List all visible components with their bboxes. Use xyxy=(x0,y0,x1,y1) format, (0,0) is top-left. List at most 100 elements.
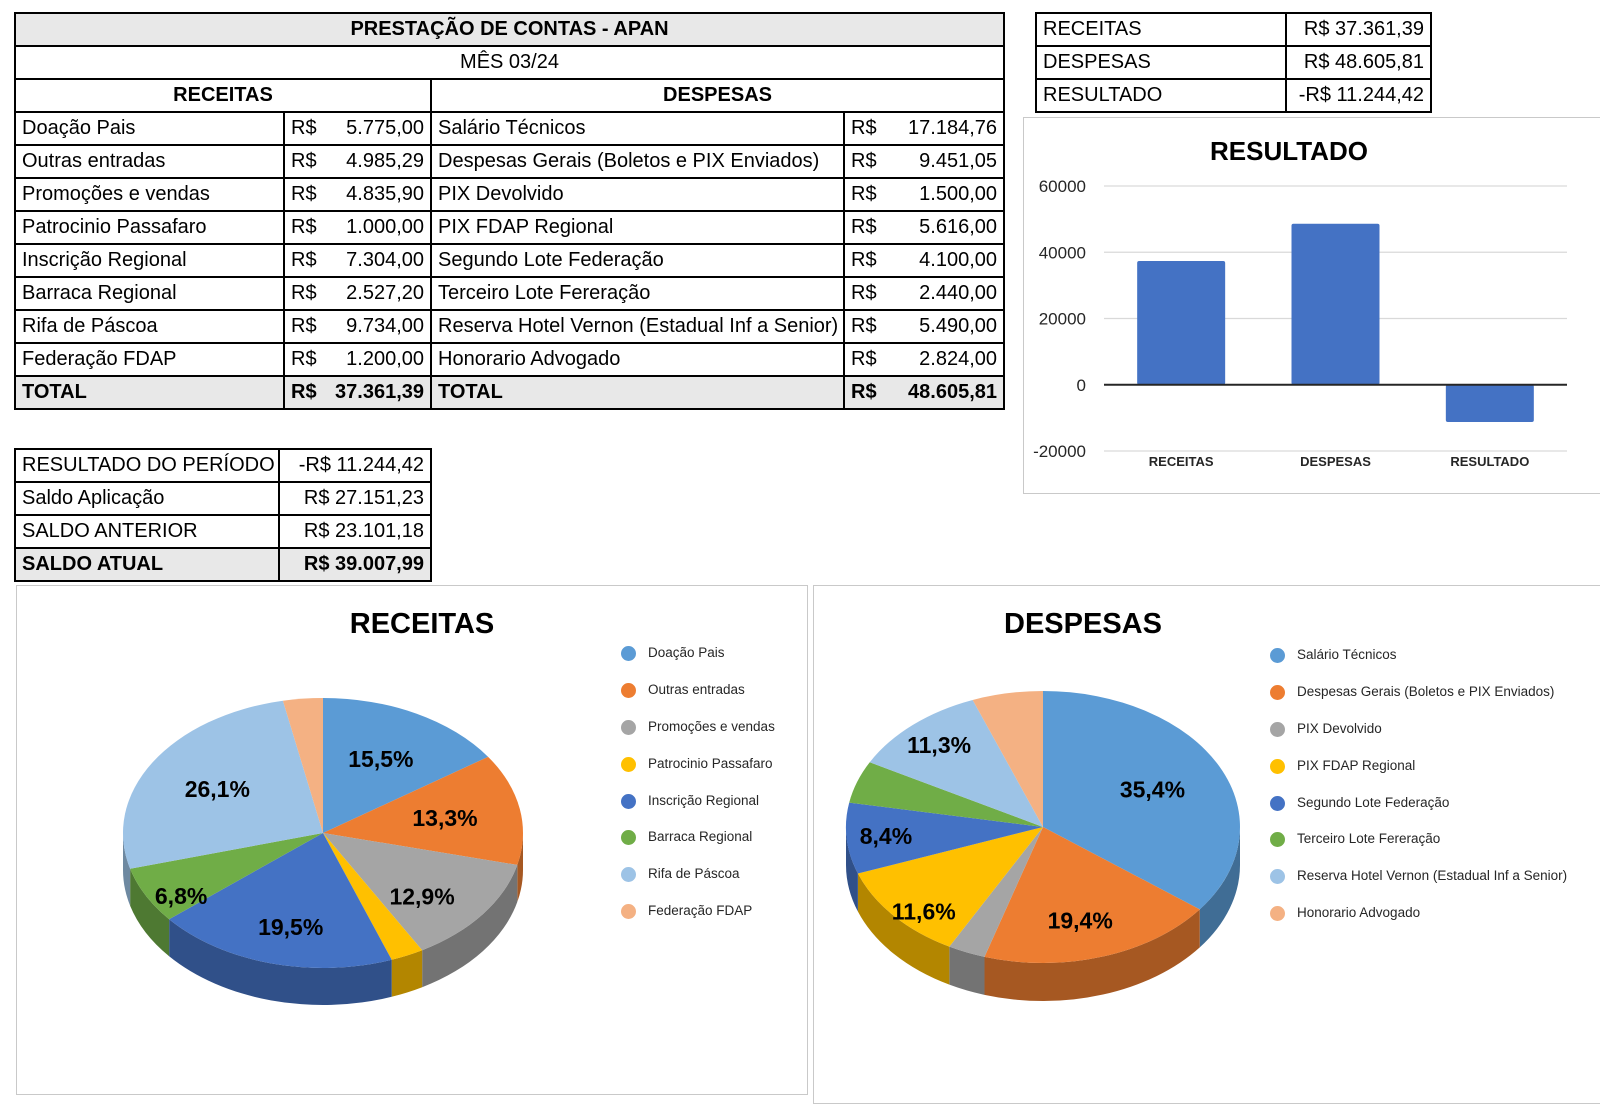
pie-slice-pix-devolvido xyxy=(949,827,1043,957)
despesa-label: PIX Devolvido xyxy=(430,177,845,212)
legend-label: Inscrição Regional xyxy=(648,792,760,808)
table-header-row: RECEITAS DESPESAS xyxy=(14,78,1006,113)
legend-label: Despesas Gerais (Boletos e PIX Enviados) xyxy=(1297,683,1555,699)
receita-value: R$ 4.835,90 xyxy=(283,177,432,212)
legend-marker-icon xyxy=(621,904,636,920)
despesa-value: R$ 17.184,76 xyxy=(842,111,1006,146)
pie-slice-federa-o-fdap xyxy=(282,698,323,833)
summary-row: RESULTADO -R$ 11.244,42 xyxy=(1035,78,1432,113)
pie-percent-label: 19,5% xyxy=(258,914,323,940)
y-tick-label: 40000 xyxy=(1039,243,1086,262)
pie-slice-terceiro-lote-ferera-o xyxy=(849,762,1043,827)
despesa-value: R$ 5.616,00 xyxy=(842,210,1006,245)
receita-value: R$ 4.985,29 xyxy=(283,144,432,179)
despesa-label: Salário Técnicos xyxy=(430,111,845,146)
receitas-pie-plot: 15,5% 13,3% 12,9% 19,5% 6,8% 26,1% xyxy=(122,698,523,1005)
summary-label: RECEITAS xyxy=(1035,12,1287,47)
pie-percent-label: 15,5% xyxy=(348,746,413,772)
legend-label: Barraca Regional xyxy=(648,829,753,845)
summary-label: RESULTADO xyxy=(1035,78,1287,113)
x-category-label: DESPESAS xyxy=(1300,454,1371,469)
legend-marker-icon xyxy=(621,719,636,735)
despesa-value: R$ 1.500,00 xyxy=(842,177,1006,212)
legend-marker-icon xyxy=(621,793,636,809)
despesa-value: R$ 9.451,05 xyxy=(842,144,1006,179)
receitas-header: RECEITAS xyxy=(14,78,432,113)
legend-marker-icon xyxy=(1270,906,1285,922)
despesas-total-value: R$ 48.605,81 xyxy=(842,375,1006,410)
despesas-total-label: TOTAL xyxy=(430,375,845,410)
legend-marker-icon xyxy=(621,756,636,772)
despesa-label: PIX FDAP Regional xyxy=(430,210,845,245)
receitas-pie-legend: Doação Pais Outras entradas Promoções e ve… xyxy=(621,644,801,939)
pie-slice-side xyxy=(949,946,985,995)
legend-label: Rifa de Páscoa xyxy=(648,866,740,882)
despesas-pie-legend: Salário Técnicos Despesas Gerais (Boletos… xyxy=(1270,646,1586,941)
legend-item: Doação Pais xyxy=(621,644,801,663)
legend-label: Salário Técnicos xyxy=(1297,647,1397,662)
despesas-pie-chart: DESPESAS 35,4% 19,4% 11,6% 8,4% 11,3% Salári… xyxy=(813,585,1600,1104)
table-row: Barraca Regional R$ 2.527,20 Terceiro Lote … xyxy=(14,276,1006,311)
pie-percent-label: 11,3% xyxy=(907,732,971,758)
bar-chart-plot: 60000 40000 20000 0 -20000 RECEITAS DESPESAS RE… xyxy=(1033,177,1567,469)
table-subtitle-row: MÊS 03/24 xyxy=(13,45,1006,80)
balance-row: SALDO ANTERIOR R$ 23.101,18 xyxy=(14,514,432,549)
legend-label: Terceiro Lote Fereração xyxy=(1297,831,1441,847)
pie-slice-despesas-gerais-boletos-e-pix-enviados- xyxy=(984,827,1200,963)
receitas-pie-chart: RECEITAS 15,5% 13,3% 12,9% 19,5% 6,8% 26,1% D… xyxy=(16,585,808,1095)
legend-item: Despesas Gerais (Boletos e PIX Enviados) xyxy=(1270,683,1586,702)
receita-label: Federação FDAP xyxy=(14,342,285,377)
pie-slice-side xyxy=(984,909,1200,1001)
legend-label: PIX FDAP Regional xyxy=(1297,757,1416,773)
despesas-pie-title: DESPESAS xyxy=(1004,608,1162,640)
receita-label: Promoções e vendas xyxy=(14,177,285,212)
despesa-value: R$ 4.100,00 xyxy=(842,243,1006,278)
receitas-total-value: R$ 37.361,39 xyxy=(283,375,432,410)
pie-slice-doa-o-pais xyxy=(323,698,489,833)
legend-item: Patrocinio Passafaro xyxy=(621,755,801,774)
legend-marker-icon xyxy=(1270,795,1285,811)
receita-value: R$ 1.000,00 xyxy=(283,210,432,245)
table-row: Doação Pais R$ 5.775,00 Salário Técnicos R$ 1… xyxy=(14,111,1006,146)
pie-slice-side xyxy=(169,919,392,1005)
receita-label: Outras entradas xyxy=(14,144,285,179)
pie-slice-sal-rio-t-cnicos xyxy=(1043,691,1241,910)
table-row: Inscrição Regional R$ 7.304,00 Segundo Lote… xyxy=(14,243,1006,278)
legend-label: Outras entradas xyxy=(648,681,745,697)
bar-resultado xyxy=(1445,384,1534,422)
pie-percent-label: 35,4% xyxy=(1120,777,1185,803)
balance-value: -R$ 11.244,42 xyxy=(278,448,432,483)
legend-label: Doação Pais xyxy=(648,645,725,660)
legend-item: Federação FDAP xyxy=(621,902,801,921)
despesa-label: Reserva Hotel Vernon (Estadual Inf a Sen… xyxy=(430,309,845,344)
balance-label: SALDO ANTERIOR xyxy=(14,514,280,549)
table-row: Promoções e vendas R$ 4.835,90 PIX Devolvid… xyxy=(14,177,1006,212)
legend-label: Segundo Lote Federação xyxy=(1297,794,1450,810)
legend-marker-icon xyxy=(621,867,636,883)
pie-slice-side xyxy=(391,950,423,997)
balance-row: RESULTADO DO PERÍODO -R$ 11.244,42 xyxy=(14,448,432,483)
summary-row: DESPESAS R$ 48.605,81 xyxy=(1035,45,1432,80)
receita-label: Inscrição Regional xyxy=(14,243,285,278)
despesa-label: Terceiro Lote Fereração xyxy=(430,276,845,311)
legend-item: Reserva Hotel Vernon (Estadual Inf a Sen… xyxy=(1270,867,1586,886)
legend-item: Salário Técnicos xyxy=(1270,646,1586,665)
pie-slice-side xyxy=(130,868,170,957)
pie-slice-segundo-lote-federa-o xyxy=(846,802,1043,874)
balance-label: RESULTADO DO PERÍODO xyxy=(14,448,280,483)
page-title: PRESTAÇÃO DE CONTAS - APAN xyxy=(13,12,1006,47)
legend-item: Rifa de Páscoa xyxy=(621,865,801,884)
receita-label: Doação Pais xyxy=(14,111,285,146)
table-row: Rifa de Páscoa R$ 9.734,00 Reserva Hotel Ve… xyxy=(14,309,1006,344)
receita-value: R$ 7.304,00 xyxy=(283,243,432,278)
receita-value: R$ 1.200,00 xyxy=(283,342,432,377)
y-tick-label: -20000 xyxy=(1033,442,1086,461)
legend-label: PIX Devolvido xyxy=(1297,720,1382,736)
legend-item: Segundo Lote Federação xyxy=(1270,794,1586,813)
x-category-label: RESULTADO xyxy=(1450,454,1529,469)
month-label: MÊS 03/24 xyxy=(13,45,1006,80)
despesas-header: DESPESAS xyxy=(429,78,1006,113)
receita-value: R$ 9.734,00 xyxy=(283,309,432,344)
legend-item: PIX FDAP Regional xyxy=(1270,757,1586,776)
x-category-label: RECEITAS xyxy=(1149,454,1214,469)
